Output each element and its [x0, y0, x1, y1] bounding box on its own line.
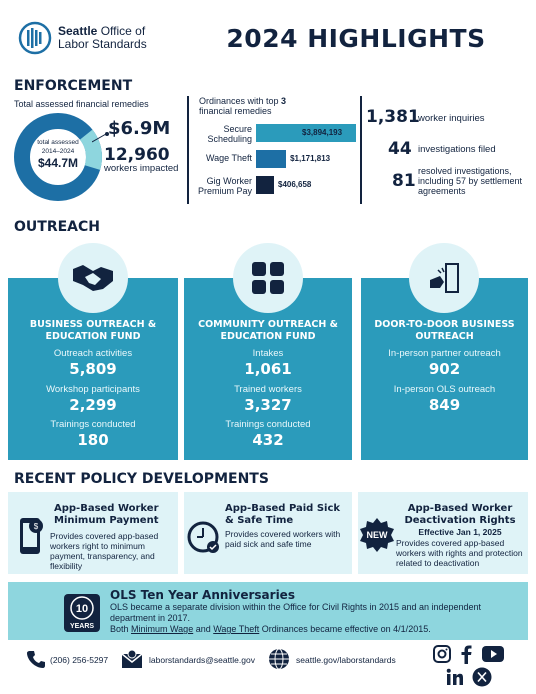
joined-hands-icon [233, 243, 303, 313]
page-title: 2024 HIGHLIGHTS [226, 24, 486, 53]
card-stat-value: 902 [428, 360, 461, 378]
remedies-donut-chart [14, 113, 102, 201]
divider [360, 96, 362, 204]
phone-app-icon: $ [20, 518, 43, 554]
card-stat-label: Workshop participants [46, 384, 140, 395]
linkedin-icon[interactable] [446, 668, 464, 686]
stat-label: investigations filed [418, 144, 496, 155]
card-stat-value: 180 [77, 431, 109, 449]
card-stat-value: 2,299 [69, 396, 117, 414]
stat-label: worker inquiries [418, 113, 485, 124]
card-stat-value: 849 [428, 396, 461, 414]
anniversary-title: OLS Ten Year Anniversaries [110, 588, 295, 602]
svg-text:NEW: NEW [367, 530, 389, 540]
card-stat-label: In-person OLS outreach [393, 384, 496, 395]
instagram-icon[interactable] [433, 645, 451, 663]
card-stat-label: Trained workers [234, 384, 302, 395]
connector-icon [92, 132, 109, 143]
enforcement-heading: ENFORCEMENT [14, 78, 133, 94]
policy-card-title: App-Based Paid Sick & Safe Time [225, 503, 341, 526]
email-link[interactable]: laborstandards@seattle.gov [149, 655, 255, 665]
card-stat-label: In-person partner outreach [388, 348, 501, 359]
website-link[interactable]: seattle.gov/laborstandards [296, 655, 396, 665]
card-title: BUSINESS OUTREACH & EDUCATION FUND [29, 319, 157, 342]
youtube-icon[interactable] [481, 645, 505, 663]
donut-center: total assessed 2014–2024 $44.7M [25, 138, 91, 170]
bar [256, 124, 356, 142]
x-twitter-icon[interactable] [472, 667, 492, 687]
stat-value: 81 [392, 171, 416, 191]
svg-text:10: 10 [76, 603, 88, 615]
phone-number[interactable]: (206) 256-5297 [50, 655, 109, 665]
bar-label: Gig Worker Premium Pay [197, 176, 252, 196]
bar-value-label: $406,658 [278, 180, 312, 189]
bar-label: Wage Theft [205, 153, 252, 163]
donut-center-years: 2014–2024 [41, 148, 75, 155]
bar-label: Secure Scheduling [207, 124, 252, 144]
bar [256, 176, 274, 194]
stat-value: 44 [388, 139, 412, 159]
facebook-icon[interactable] [459, 644, 473, 664]
policy-heading: RECENT POLICY DEVELOPMENTS [14, 471, 269, 487]
clock-icon [187, 521, 219, 553]
globe-icon [269, 648, 289, 670]
donut-center-value: $44.7M [37, 156, 79, 170]
workers-impacted-value: 12,960 [104, 145, 170, 165]
policy-card-title: App-Based Worker Minimum Payment [54, 503, 159, 526]
stat-label: resolved investigations, including 57 by… [418, 166, 523, 196]
card-stat-value: 3,327 [244, 396, 292, 414]
bar [256, 150, 287, 168]
donut-highlight-arc [79, 129, 102, 170]
policy-card-title: App-Based Worker Deactivation Rights [404, 503, 516, 526]
bar-value-label: $3,894,193 [302, 128, 343, 137]
logo-line2: Labor Standards [58, 37, 147, 51]
ten-years-badge-icon: 10 YEARS [64, 594, 100, 632]
svg-text:$: $ [34, 522, 39, 531]
bar-value-label: $1,171,813 [290, 154, 331, 163]
handshake-icon [58, 243, 128, 313]
seattle-seal-icon [18, 21, 52, 55]
assessed-2024-value: $6.9M [108, 118, 171, 139]
policy-card-text: Provides covered app-based workers with … [396, 538, 523, 568]
card-stat-label: Outreach activities [53, 348, 133, 359]
minimum-wage-link[interactable]: Minimum Wage [131, 624, 194, 634]
svg-text:YEARS: YEARS [70, 623, 94, 630]
card-title: DOOR-TO-DOOR BUSINESS OUTREACH [374, 319, 515, 342]
card-stat-label: Intakes [252, 348, 284, 359]
logo-line1: Seattle Office of [58, 24, 146, 38]
policy-card-text: Provides covered workers with paid sick … [225, 529, 341, 549]
phone-icon [27, 651, 45, 668]
email-icon [121, 649, 143, 668]
policy-card-effective-date: Effective Jan 1, 2025 [418, 527, 502, 537]
policy-card [184, 492, 352, 574]
card-stat-value: 1,061 [244, 360, 292, 378]
card-title: COMMUNITY OUTREACH & EDUCATION FUND [198, 319, 338, 342]
workers-impacted-label: workers impacted [104, 163, 179, 174]
donut-center-label: total assessed [37, 139, 79, 146]
ordinances-caption: Ordinances with top 3 financial remedies [199, 96, 287, 116]
stat-value: 1,381 [366, 107, 420, 127]
policy-card-text: Provides covered app-based workers right… [50, 531, 159, 571]
new-badge-icon: NEW [360, 518, 394, 552]
card-stat-value: 5,809 [69, 360, 117, 378]
outreach-heading: OUTREACH [14, 219, 100, 235]
card-stat-label: Trainings conducted [50, 419, 136, 430]
card-stat-value: 432 [252, 431, 284, 449]
divider [187, 96, 189, 204]
ordinances-bar-chart: Secure Scheduling $3,894,193 Wage Theft $1,… [190, 122, 358, 202]
wage-theft-link[interactable]: Wage Theft [213, 624, 260, 634]
door-knock-icon [409, 243, 479, 313]
anniversary-text: OLS became a separate division within th… [110, 602, 482, 634]
ols-logo: Seattle Office of Labor Standards [18, 20, 168, 56]
donut-caption: Total assessed financial remedies [14, 99, 149, 109]
card-stat-label: Trainings conducted [225, 419, 311, 430]
